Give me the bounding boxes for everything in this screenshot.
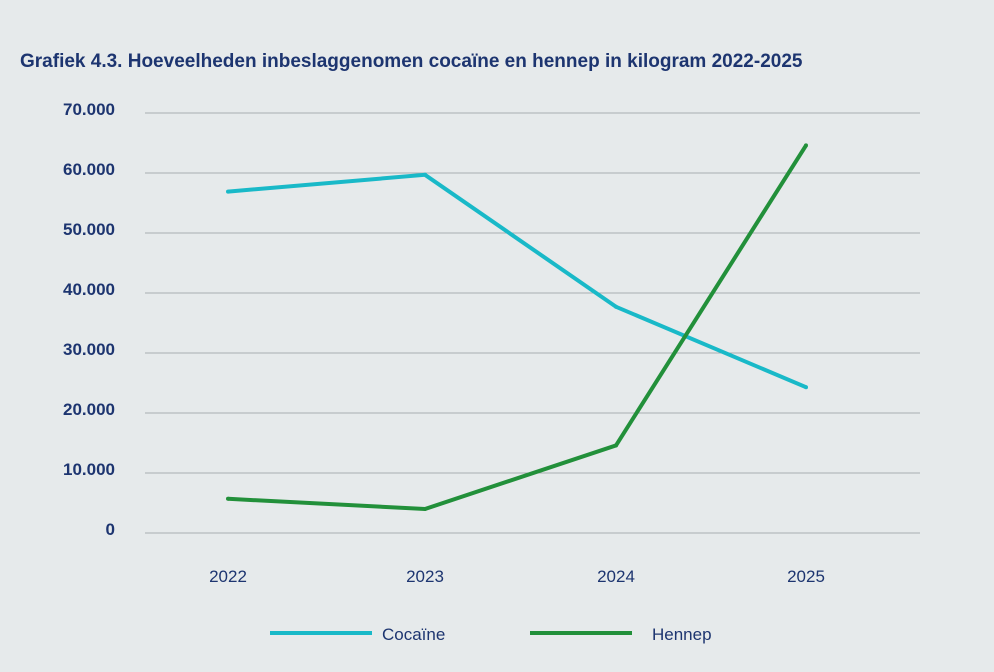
data-point — [804, 385, 808, 390]
y-tick-label: 60.000 — [63, 160, 115, 179]
legend-label: Cocaïne — [382, 625, 445, 644]
y-tick-label: 40.000 — [63, 280, 115, 299]
series-lines — [226, 143, 808, 512]
y-tick-label: 20.000 — [63, 400, 115, 419]
x-tick-label: 2024 — [597, 567, 635, 586]
x-axis-ticks: 2022 2023 2024 2025 — [209, 567, 825, 586]
gridlines — [145, 112, 920, 534]
data-point — [614, 443, 618, 448]
x-tick-label: 2022 — [209, 567, 247, 586]
y-tick-label: 0 — [106, 520, 115, 539]
data-point — [423, 172, 427, 177]
data-point — [804, 143, 808, 148]
legend: Cocaïne Hennep — [270, 625, 712, 644]
series-line-cocaine — [227, 172, 807, 390]
chart-title: Grafiek 4.3. Hoeveelheden inbeslaggenome… — [20, 51, 803, 72]
x-tick-label: 2025 — [787, 567, 825, 586]
data-point — [423, 507, 427, 511]
data-point — [226, 496, 230, 501]
y-tick-label: 30.000 — [63, 340, 115, 359]
y-tick-label: 70.000 — [63, 100, 115, 119]
data-point — [226, 189, 230, 194]
y-axis-ticks: 0 10.000 20.000 30.000 40.000 50.000 60.000 70.… — [63, 100, 115, 539]
y-tick-label: 50.000 — [63, 220, 115, 239]
x-tick-label: 2023 — [406, 567, 444, 586]
data-point — [614, 304, 618, 309]
legend-label: Hennep — [652, 625, 712, 644]
series-line-hennep — [227, 144, 808, 512]
y-tick-label: 10.000 — [63, 460, 115, 479]
